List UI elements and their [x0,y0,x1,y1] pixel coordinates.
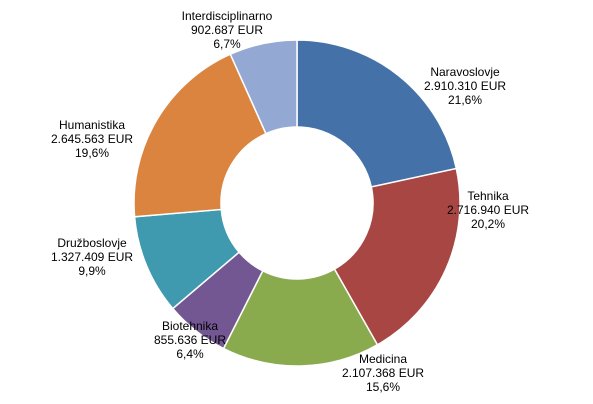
slice-label-dru-boslovje: Družboslovje 1.327.409 EUR 9,9% [51,236,133,278]
slice-label-interdisciplinarno: Interdisciplinarno 902.687 EUR 6,7% [182,9,273,51]
slice-label-tehnika: Tehnika 2.716.940 EUR 20,2% [447,189,529,231]
slice-label-humanistika: Humanistika 2.645.563 EUR 19,6% [51,118,133,160]
slice-label-biotehnika: Biotehnika 855.636 EUR 6,4% [154,319,226,361]
slice-naravoslovje [296,39,458,188]
slice-humanistika [133,53,267,218]
slice-label-naravoslovje: Naravoslovje 2.910.310 EUR 21,6% [424,65,506,107]
slice-medicina [222,268,379,367]
slice-label-medicina: Medicina 2.107.368 EUR 15,6% [342,352,424,394]
slice-interdisciplinarno [229,39,298,135]
slice-tehnika [333,167,461,346]
